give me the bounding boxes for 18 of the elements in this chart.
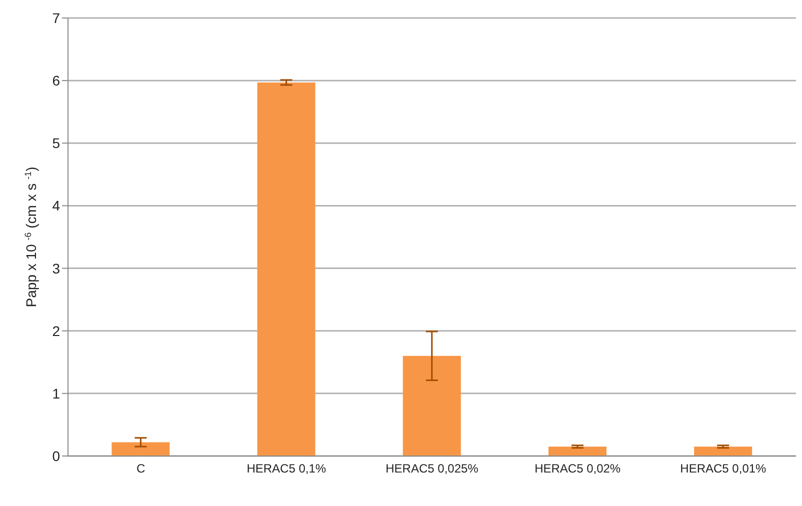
y-tick-label: 7 xyxy=(52,10,60,26)
bar xyxy=(548,446,606,456)
bar xyxy=(694,446,752,456)
bar xyxy=(402,356,461,456)
x-tick-label: HERAC5 0,02% xyxy=(534,462,621,476)
y-tick-label: 1 xyxy=(52,385,60,402)
x-tick-label: HERAC5 0,01% xyxy=(680,462,767,476)
y-tick-label: 5 xyxy=(52,135,60,152)
x-tick-label: HERAC5 0,1% xyxy=(246,462,326,476)
y-tick-label: 2 xyxy=(52,322,60,339)
y-tick-label: 4 xyxy=(52,198,60,214)
bar xyxy=(257,82,316,456)
y-tick-label: 6 xyxy=(52,72,60,89)
x-tick-label: HERAC5 0,025% xyxy=(386,462,479,476)
y-tick-label: 3 xyxy=(52,260,60,276)
bar xyxy=(112,442,170,456)
x-tick-label: C xyxy=(136,462,146,476)
y-tick-label: 0 xyxy=(52,448,60,464)
